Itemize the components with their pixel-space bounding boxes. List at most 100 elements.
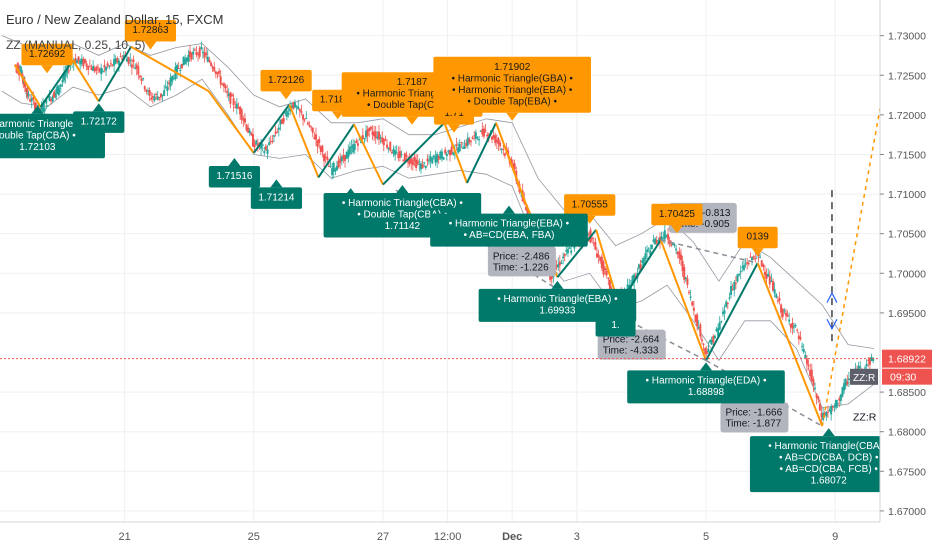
candle-body: [734, 282, 737, 284]
candle-body: [591, 237, 594, 239]
candle-body: [287, 113, 290, 115]
candle-body: [697, 326, 700, 328]
callout-text: • Harmonic Triangle(EBA) •: [449, 219, 570, 230]
swing-high-callout: 0139: [737, 226, 778, 257]
candle-body: [308, 124, 311, 127]
callout-box: [433, 56, 591, 113]
candle-body: [788, 319, 791, 322]
candle-body: [153, 96, 156, 101]
candle-body: [444, 149, 447, 154]
swing-low-callout: 1.71214: [250, 179, 303, 209]
price-tick-label: 1.70000: [888, 268, 926, 280]
candle-body: [502, 148, 505, 150]
candle-body: [101, 70, 104, 73]
candle-body: [486, 134, 489, 137]
candle-body: [675, 248, 678, 251]
candle-body: [84, 59, 87, 63]
candle-body: [187, 54, 190, 62]
price-tick-label: 1.72500: [888, 70, 926, 82]
candle-body: [563, 253, 566, 257]
candle-body: [185, 57, 188, 62]
candle-body: [689, 296, 692, 298]
candle-body: [282, 118, 285, 123]
candle-body: [321, 145, 324, 152]
callout-box: [250, 187, 303, 209]
candle-body: [163, 90, 166, 96]
candle-body: [23, 82, 26, 88]
candle-body: [773, 289, 776, 294]
candle-body: [652, 239, 655, 242]
zigzag-segment: [252, 103, 291, 154]
callout-box: [73, 111, 125, 133]
candle-body: [442, 157, 445, 160]
callout-pointer: [551, 280, 564, 289]
candle-body: [389, 142, 392, 151]
zigzag-segment: [382, 122, 446, 186]
candle-body: [721, 311, 724, 315]
candle-body: [429, 156, 432, 161]
callout-text: 1.72863: [132, 25, 169, 36]
candle-body: [639, 264, 642, 270]
candle-body: [700, 339, 703, 342]
candle-body: [256, 144, 259, 147]
candle-body: [738, 273, 741, 275]
candle-body: [82, 59, 85, 66]
time-tick-label: 3: [574, 531, 580, 543]
candle-body: [781, 308, 784, 318]
candle-body: [407, 161, 410, 163]
candle-body: [775, 294, 778, 298]
candle-body: [195, 51, 198, 55]
candle-body: [440, 151, 443, 159]
candle-body: [324, 156, 327, 158]
candle-body: [303, 119, 306, 121]
candle-body: [707, 348, 710, 352]
candle-body: [481, 129, 484, 135]
callout-text: 1.71516: [216, 171, 253, 182]
candle-body: [754, 257, 757, 260]
candle-body: [281, 119, 284, 124]
candle-body: [218, 71, 221, 74]
candle-body: [487, 134, 490, 136]
up-arrow-icon: [826, 291, 838, 303]
candle-body: [424, 166, 427, 169]
time-tick-label: 9: [832, 531, 838, 543]
candle-body: [290, 105, 293, 109]
candle-body: [88, 65, 91, 67]
candle-body: [765, 274, 768, 279]
candle-body: [339, 158, 342, 163]
candle-body: [192, 51, 195, 55]
callout-box: [749, 436, 908, 493]
time-tick-label: Dec: [502, 531, 522, 543]
candle-body: [59, 84, 62, 87]
zigzag-segment: [443, 122, 468, 184]
candle-body: [172, 78, 175, 80]
candle-body: [200, 46, 203, 49]
callout-text: 1.68072: [811, 476, 848, 487]
candle-body: [867, 359, 870, 361]
countdown-value: 09:30: [890, 372, 916, 384]
zigzag-segment: [317, 123, 355, 178]
candle-body: [189, 51, 192, 57]
candle-body: [216, 72, 219, 75]
candle-body: [802, 349, 805, 353]
candle-body: [117, 60, 120, 65]
callout-text: • Harmonic Triangle(EBA) •: [497, 294, 618, 305]
candle-body: [376, 136, 379, 139]
candle-body: [500, 148, 503, 150]
candle-body: [266, 149, 269, 154]
candle-body: [116, 58, 119, 63]
callout-pointer: [280, 91, 293, 100]
candle-body: [340, 156, 343, 162]
candle-body: [337, 160, 340, 168]
candle-body: [733, 282, 736, 291]
candle-body: [631, 276, 634, 286]
candle-body: [804, 354, 807, 359]
candle-body: [570, 250, 573, 253]
candle-body: [353, 143, 356, 150]
candle-body: [379, 137, 382, 139]
candle-body: [699, 324, 702, 337]
candle-body: [702, 343, 705, 345]
candle-body: [142, 78, 145, 80]
candle-body: [604, 268, 607, 271]
